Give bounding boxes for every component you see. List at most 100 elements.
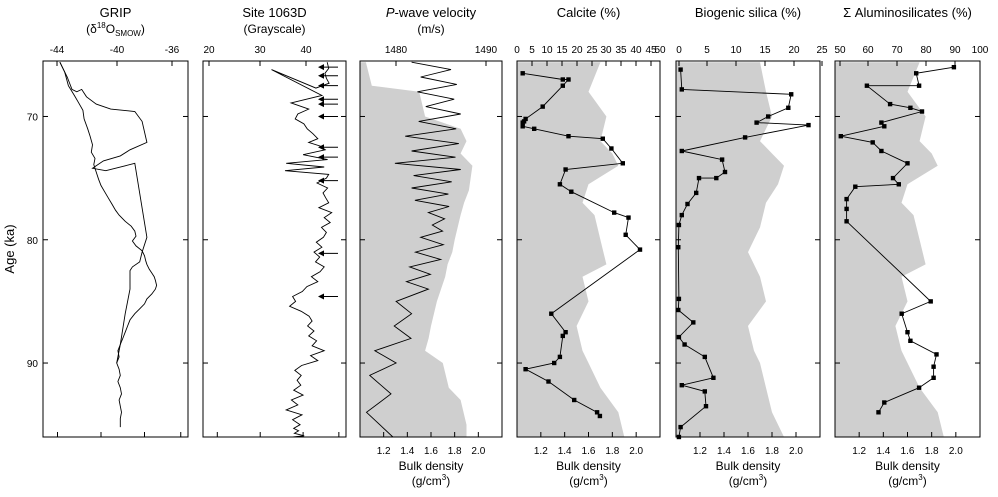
bottom-tick-label: 1.2: [534, 446, 548, 457]
data-point-panel-6: [896, 182, 901, 187]
data-point-panel-6: [916, 83, 922, 88]
bottom-tick-label: 1.6: [741, 446, 755, 457]
top-tick-label: 20: [203, 45, 215, 56]
subtitle-part: ): [141, 22, 145, 36]
data-point-panel-6: [951, 65, 957, 70]
data-point-panel-6: [931, 375, 936, 380]
data-point-panel-4: [563, 330, 568, 335]
panel-title-text: -wave velocity: [395, 5, 477, 20]
data-point-panel-6: [908, 105, 913, 110]
data-point-panel-4: [563, 167, 568, 172]
panel-subtitle: (δ18OSMOW): [86, 21, 145, 38]
data-point-panel-5: [703, 404, 709, 409]
data-point-panel-4: [520, 124, 525, 129]
top-tick-label: -36: [165, 45, 180, 56]
y-tick-label: 80: [27, 236, 39, 247]
data-point-panel-6: [879, 148, 884, 154]
data-point-panel-4: [552, 360, 557, 366]
top-tick-label: 1490: [475, 45, 498, 56]
top-tick-label: 5: [529, 45, 535, 56]
bottom-tick-label: 1.6: [424, 446, 438, 457]
y-axis-title: Age (ka): [2, 224, 17, 273]
top-tick-label: 35: [615, 45, 627, 56]
density-shade-panel-6: [835, 62, 944, 437]
data-point-panel-6: [864, 83, 870, 88]
top-tick-label: 25: [816, 45, 828, 56]
top-tick-label: 80: [920, 45, 932, 56]
event-arrow-head: [318, 101, 324, 108]
bottom-tick-label: 1.4: [876, 446, 890, 457]
data-point-panel-5: [682, 342, 687, 347]
units-base: (g/cm: [412, 474, 442, 488]
data-point-panel-6: [879, 120, 884, 125]
top-tick-label: 30: [600, 45, 612, 56]
data-point-panel-5: [742, 135, 748, 140]
data-line-panel-3: [365, 61, 461, 438]
top-tick-label: 30: [254, 45, 266, 56]
data-point-panel-6: [899, 311, 904, 316]
data-point-panel-6: [882, 400, 887, 405]
data-point-panel-5: [714, 175, 719, 181]
event-arrow-head: [318, 177, 324, 184]
top-tick-label: 60: [862, 45, 874, 56]
data-point-panel-4: [609, 146, 614, 151]
event-arrow-head: [318, 72, 324, 79]
data-point-panel-6: [934, 352, 939, 357]
data-point-panel-6: [931, 364, 936, 369]
bottom-axis-title: Bulk density: [556, 459, 621, 473]
data-line-panel-2: [271, 62, 333, 438]
data-point-panel-4: [557, 354, 563, 360]
data-point-panel-5: [786, 105, 791, 110]
data-point-panel-5: [679, 212, 684, 218]
bottom-tick-label: 1.8: [925, 446, 939, 457]
panel-title: Biogenic silica (%): [695, 5, 801, 20]
bottom-tick-label: 2.0: [471, 446, 485, 457]
panel-frame-2: [202, 60, 347, 438]
units-close: ): [763, 474, 767, 488]
data-point-panel-5: [694, 190, 699, 196]
units-close: ): [446, 474, 450, 488]
event-arrow-head: [318, 113, 324, 120]
bottom-tick-label: 1.6: [582, 446, 596, 457]
data-point-panel-5: [676, 334, 682, 340]
data-line-panel-1: [59, 62, 158, 428]
data-point-panel-6: [928, 299, 933, 304]
panel-title-text: GRIP: [100, 5, 132, 20]
density-shade-panel-4: [517, 62, 625, 437]
data-point-panel-4: [620, 161, 625, 166]
data-point-panel-4: [560, 333, 565, 339]
data-point-panel-4: [523, 367, 528, 372]
density-shade-panel-3: [360, 62, 473, 437]
data-point-panel-5: [696, 175, 702, 181]
data-point-panel-6: [844, 219, 849, 224]
data-point-panel-6: [905, 161, 910, 166]
data-point-panel-5: [702, 354, 707, 360]
panel-subtitle: (m/s): [417, 22, 444, 36]
data-point-panel-4: [637, 247, 643, 252]
panel-title: GRIP: [100, 5, 132, 20]
data-point-panel-5: [691, 320, 696, 325]
event-arrow-head: [318, 64, 324, 71]
top-tick-label: 20: [571, 45, 583, 56]
units-superscript: 3: [759, 473, 764, 482]
event-arrow-head: [318, 250, 324, 257]
data-point-panel-6: [916, 385, 922, 390]
bottom-axis-units: (g/cm3): [569, 473, 607, 488]
top-tick-label: 25: [586, 45, 598, 56]
top-tick-label: 15: [759, 45, 771, 56]
data-point-panel-4: [557, 182, 563, 187]
bottom-tick-label: 1.4: [400, 446, 414, 457]
top-tick-label: 15: [556, 45, 568, 56]
data-point-panel-4: [569, 189, 574, 194]
data-point-panel-5: [702, 389, 707, 394]
panel-title: Σ Aluminosilicates (%): [843, 5, 972, 20]
subtitle-part: 18: [97, 21, 106, 30]
data-point-panel-5: [679, 87, 684, 92]
data-point-panel-4: [560, 77, 565, 82]
data-point-panel-6: [882, 124, 887, 129]
units-superscript: 3: [442, 473, 447, 482]
data-point-panel-5: [766, 114, 771, 119]
data-point-panel-6: [887, 101, 893, 107]
top-tick-label: 100: [972, 45, 989, 56]
